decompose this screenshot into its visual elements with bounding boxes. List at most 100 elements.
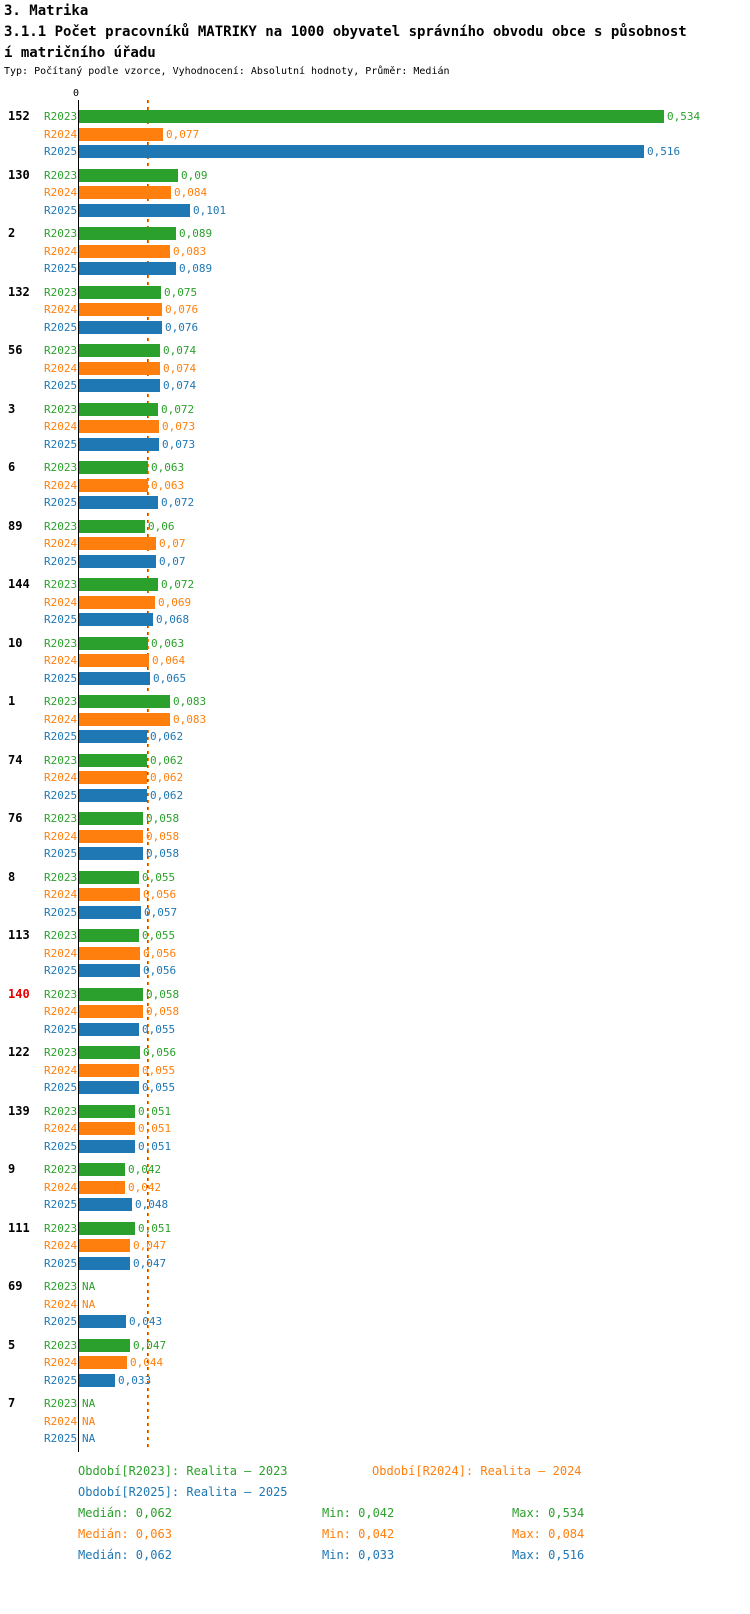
bar-row: 130 R2023 0,09: [0, 167, 750, 185]
bar-row: 152 R2023 0,534: [0, 108, 750, 126]
group-id-label: 69: [8, 1279, 23, 1293]
bar: [79, 946, 140, 960]
series-row-label: R2023: [44, 344, 78, 357]
bar: [79, 1022, 139, 1036]
value-label: NA: [82, 1280, 96, 1294]
bar-group: 7 R2023 NA R2024 NA R2025 NA: [0, 1395, 750, 1448]
group-id-label: 2: [8, 226, 16, 240]
series-row-label: R2023: [44, 402, 78, 416]
value-label: 0,073: [162, 420, 196, 434]
value-label: 0,084: [174, 186, 208, 200]
value-label: 0,062: [150, 771, 184, 785]
value-label: 0,055: [142, 1081, 176, 1095]
bar-row: R2025 0,065: [0, 670, 750, 688]
series-row-label: R2025: [44, 1432, 78, 1445]
bar: [79, 905, 141, 919]
bar-track: 0,055: [79, 1021, 750, 1039]
bar-track: 0,076: [79, 319, 750, 337]
series-row-label: R2025: [44, 1139, 78, 1153]
bar: [79, 244, 170, 258]
bar: [79, 788, 147, 802]
series-row-label: R2025: [44, 554, 78, 568]
bar-track: 0,048: [79, 1196, 750, 1214]
series-row-label: R2024: [44, 420, 78, 433]
bar-track: 0,043: [79, 1313, 750, 1331]
bar-row: R2025 0,047: [0, 1255, 750, 1273]
bar-group: 89 R2023 0,06 R2024 0,07 R2025 0,07: [0, 518, 750, 571]
value-label: 0,073: [162, 437, 196, 451]
bar: [79, 168, 178, 182]
bar-row: 5 R2023 0,047: [0, 1337, 750, 1355]
stat-min-r2024: Min: 0,042: [322, 1527, 395, 1541]
series-row-label: R2025: [44, 788, 78, 802]
value-label: 0,062: [150, 753, 184, 767]
value-label: 0,075: [164, 285, 198, 299]
series-row-label: R2025: [44, 437, 78, 451]
bar-track: 0,042: [79, 1161, 750, 1179]
bar-track: 0,06: [79, 518, 750, 536]
bar: [79, 712, 170, 726]
value-label: 0,055: [142, 1022, 176, 1036]
bar-track: 0,051: [79, 1120, 750, 1138]
bar: [79, 671, 150, 685]
group-id-label: 139: [8, 1103, 30, 1118]
series-row-label: R2025: [44, 964, 78, 977]
group-id-label: 140: [8, 986, 30, 1001]
value-label: 0,101: [193, 203, 227, 217]
bar-track: 0,064: [79, 652, 750, 670]
bar-track: 0,056: [79, 1044, 750, 1062]
bar-row: 74 R2023 0,062: [0, 752, 750, 770]
series-row-label: R2025: [44, 496, 78, 509]
bar-row: R2025 0,051: [0, 1138, 750, 1156]
value-label: 0,062: [150, 730, 184, 744]
bar-row: R2024 0,064: [0, 652, 750, 670]
group-id-label: 9: [8, 1162, 16, 1176]
bar-row: R2024 0,07: [0, 535, 750, 553]
bar-track: 0,074: [79, 342, 750, 360]
bar-group: 76 R2023 0,058 R2024 0,058 R2025 0,058: [0, 810, 750, 863]
bar-track: 0,534: [79, 108, 750, 126]
bar-track: 0,055: [79, 1062, 750, 1080]
group-id-label: 111: [8, 1220, 30, 1235]
bar: [79, 1104, 135, 1118]
bar-row: R2024 0,055: [0, 1062, 750, 1080]
group-id-label: 132: [8, 284, 30, 299]
bar: [79, 771, 147, 785]
value-label: 0,051: [138, 1221, 172, 1235]
bar-row: R2024 0,056: [0, 886, 750, 904]
series-row-label: R2024: [44, 1414, 78, 1428]
value-label: 0,056: [143, 1046, 177, 1060]
value-label: 0,076: [165, 303, 199, 317]
bar: [79, 829, 143, 843]
value-label: 0,048: [135, 1198, 169, 1212]
series-row-label: R2025: [44, 1373, 78, 1387]
bar-group: 144 R2023 0,072 R2024 0,069 R2025 0,068: [0, 576, 750, 629]
bar-track: 0,051: [79, 1103, 750, 1121]
value-label: 0,056: [143, 946, 177, 960]
bar-track: 0,089: [79, 225, 750, 243]
bar: [79, 578, 158, 592]
bar: [79, 420, 159, 434]
bar: [79, 929, 139, 943]
value-label: 0,033: [118, 1373, 152, 1387]
bar: [79, 402, 158, 416]
bar-track: 0,065: [79, 670, 750, 688]
bar-track: 0,063: [79, 477, 750, 495]
bar-track: 0,042: [79, 1179, 750, 1197]
bar: [79, 437, 159, 451]
value-label: 0,042: [128, 1163, 162, 1177]
value-label: 0,07: [159, 554, 186, 568]
bar-track: 0,077: [79, 126, 750, 144]
bar-track: 0,047: [79, 1255, 750, 1273]
bar-row: R2025 0,089: [0, 260, 750, 278]
bar-row: R2025 0,055: [0, 1021, 750, 1039]
bar-track: 0,083: [79, 711, 750, 729]
bar: [79, 1081, 139, 1095]
group-id-label: 122: [8, 1045, 30, 1059]
series-row-label: R2025: [44, 671, 78, 685]
series-row-label: R2025: [44, 905, 78, 919]
value-label: 0,047: [133, 1239, 167, 1253]
chart-subtitle: Typ: Počítaný podle vzorce, Vyhodnocení:…: [4, 66, 450, 77]
stat-median-r2025: Medián: 0,062: [78, 1548, 172, 1562]
bar-track: 0,076: [79, 301, 750, 319]
